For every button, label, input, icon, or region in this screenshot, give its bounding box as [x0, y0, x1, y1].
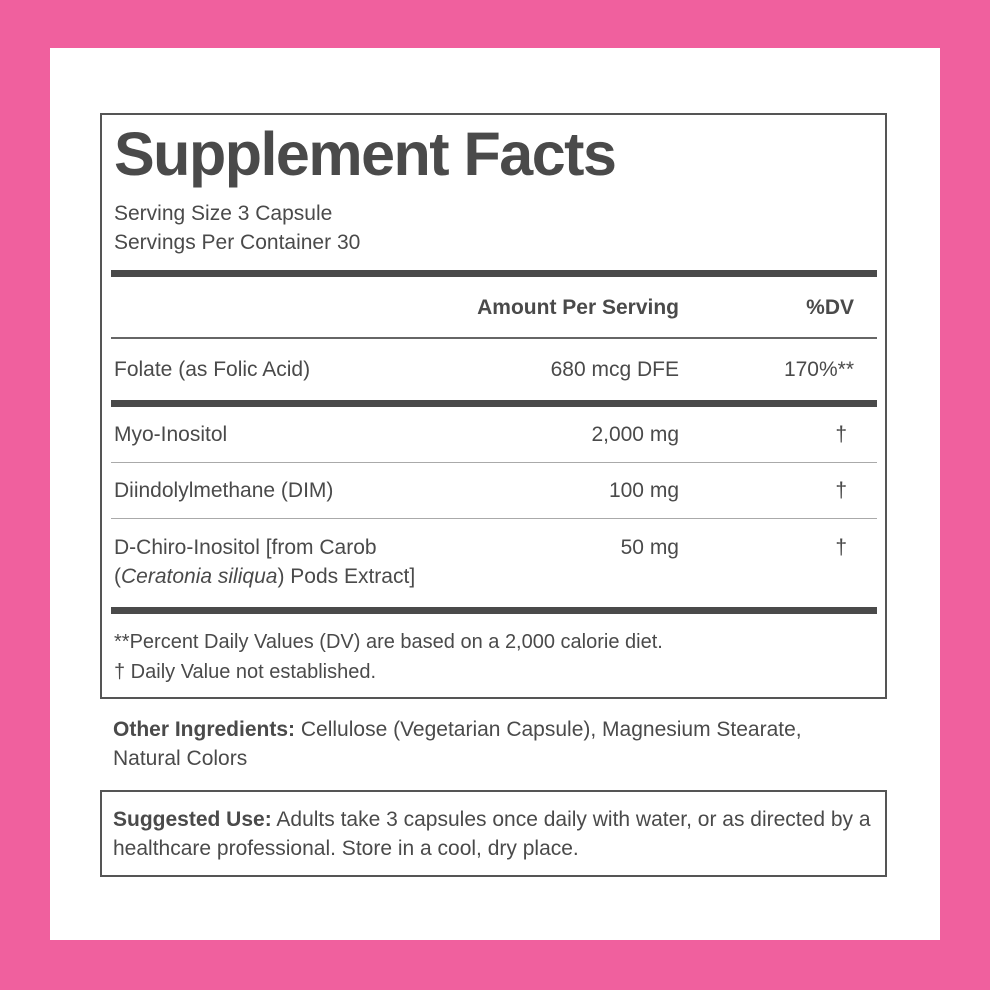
dv-header: %DV: [806, 296, 854, 319]
nutrient-name: Diindolylmethane (DIM): [114, 479, 334, 502]
suggested-use-text: Adults take 3 capsules once daily with w…: [113, 808, 871, 860]
footnote-dv: **Percent Daily Values (DV) are based on…: [114, 631, 663, 653]
suggested-use-label: Suggested Use:: [113, 808, 272, 831]
footnote-dagger: † Daily Value not established.: [114, 661, 377, 683]
divider: [111, 337, 877, 339]
nutrient-dv: †: [835, 479, 847, 502]
botanical-name: Ceratonia siliqua: [121, 565, 278, 588]
other-ingredients-label: Other Ingredients:: [113, 718, 296, 741]
suggested-use: Suggested Use: Adults take 3 capsules on…: [113, 805, 873, 863]
other-ingredients: Other Ingredients: Cellulose (Vegetarian…: [113, 715, 873, 773]
nutrient-name: D-Chiro-Inositol [from Carob: [114, 536, 377, 559]
serving-size: Serving Size 3 Capsule: [114, 202, 333, 225]
paren: (: [114, 565, 121, 588]
divider-thick: [111, 270, 877, 277]
panel-title: Supplement Facts: [114, 120, 617, 188]
amount-header: Amount Per Serving: [477, 296, 679, 319]
divider-thick: [111, 400, 877, 407]
servings-per-container: Servings Per Container 30: [114, 231, 361, 254]
nutrient-name: Folate (as Folic Acid): [114, 358, 311, 381]
row-divider: [111, 518, 877, 519]
nutrient-dv: 170%**: [783, 358, 854, 381]
nutrient-name: Myo-Inositol: [114, 423, 228, 446]
supplement-facts-panel: Supplement Facts Serving Size 3 Capsule …: [100, 113, 887, 699]
name-rest: ) Pods Extract]: [277, 565, 416, 588]
nutrient-amount: 2,000 mg: [591, 423, 679, 446]
other-ingredients-text: Cellulose (Vegetarian Capsule), Magnesiu…: [113, 718, 802, 770]
row-divider: [111, 462, 877, 463]
nutrient-amount: 50 mg: [620, 536, 679, 559]
nutrient-amount: 680 mcg DFE: [550, 358, 679, 381]
nutrient-amount: 100 mg: [608, 479, 679, 502]
nutrient-dv: †: [835, 536, 847, 559]
divider-thick: [111, 607, 877, 614]
nutrient-dv: †: [835, 423, 847, 446]
suggested-use-box: [100, 790, 887, 877]
nutrient-name-line2: (Ceratonia siliqua) Pods Extract]: [114, 565, 415, 589]
